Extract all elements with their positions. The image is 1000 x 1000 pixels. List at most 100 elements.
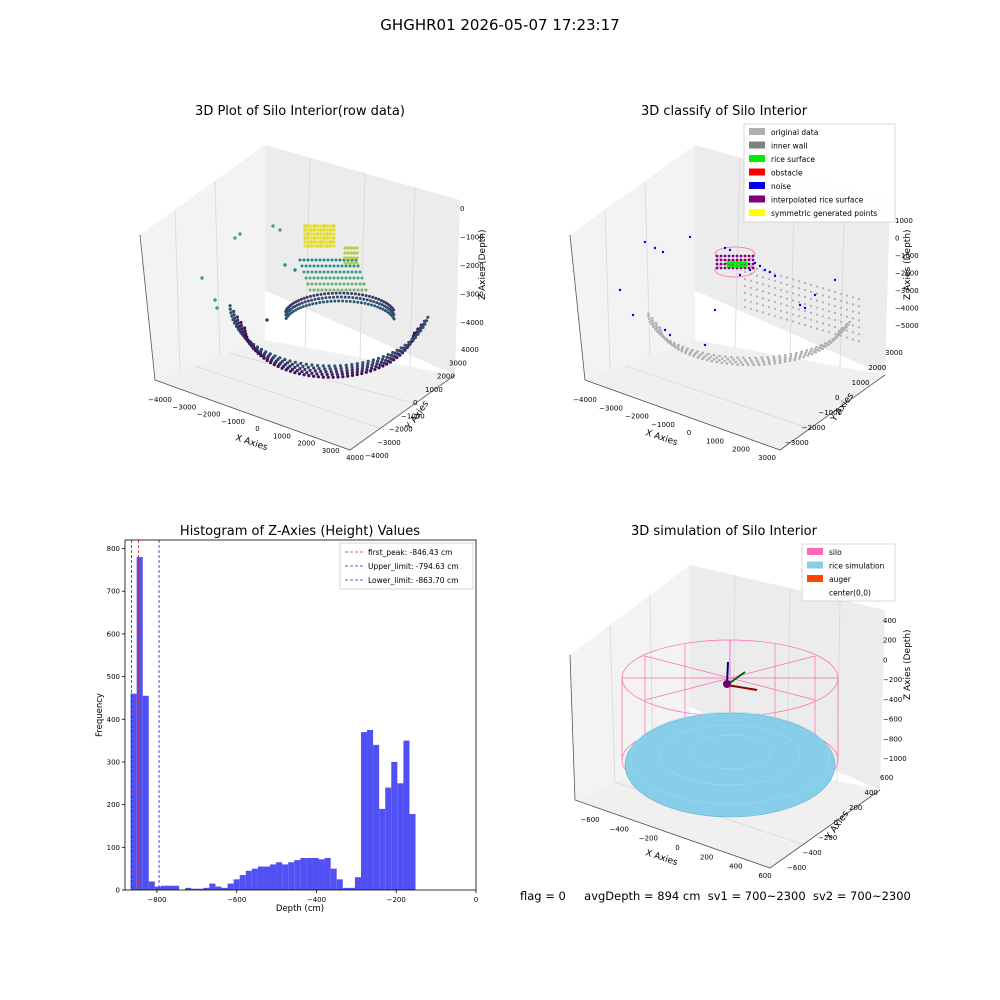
data-point — [350, 371, 354, 375]
original-data-point — [820, 346, 823, 350]
data-point — [350, 292, 354, 295]
data-point — [291, 309, 295, 313]
data-point — [303, 228, 307, 232]
original-data-point — [815, 299, 819, 302]
original-data-point — [815, 292, 819, 295]
z-tick-label: −2000 — [895, 270, 919, 278]
original-data-point — [785, 297, 789, 300]
interpolated-point — [723, 262, 727, 266]
original-data-point — [773, 359, 776, 363]
data-point — [312, 236, 317, 240]
interpolated-point — [751, 258, 755, 262]
y-tick-label: 2000 — [868, 364, 886, 372]
z-tick-label: −4000 — [895, 305, 919, 313]
original-data-point — [812, 350, 815, 353]
data-point — [353, 292, 357, 296]
interpolated-point — [723, 258, 727, 262]
x-tick-label: −4000 — [573, 396, 597, 404]
data-point — [328, 240, 333, 244]
original-data-point — [677, 348, 680, 351]
data-point — [294, 308, 297, 312]
data-point — [316, 236, 320, 240]
original-data-point — [806, 354, 810, 357]
original-data-point — [795, 351, 798, 355]
original-data-point — [827, 331, 831, 334]
data-point — [326, 292, 330, 295]
original-data-point — [761, 311, 765, 314]
data-point — [323, 292, 327, 296]
y-tick-label: −3000 — [377, 439, 401, 447]
data-point — [338, 258, 342, 262]
interpolated-point — [743, 258, 747, 262]
data-point — [283, 357, 287, 362]
original-data-point — [857, 340, 861, 343]
original-data-point — [734, 360, 737, 364]
data-point — [319, 369, 323, 373]
data-point — [233, 236, 237, 240]
original-data-point — [768, 362, 771, 366]
x-tick-label: 0 — [675, 844, 679, 852]
data-point — [236, 321, 240, 325]
data-point — [332, 288, 336, 292]
interpolated-point — [739, 254, 743, 258]
data-point — [364, 288, 368, 292]
flag-status: flag = 0 — [520, 889, 566, 903]
original-data-point — [654, 321, 658, 325]
data-point — [345, 366, 349, 370]
original-data-point — [755, 288, 759, 291]
z-tick-label: −4000 — [460, 319, 484, 327]
data-point — [424, 319, 429, 323]
data-point — [378, 302, 381, 306]
original-data-point — [821, 308, 825, 311]
data-point — [316, 375, 320, 379]
original-data-point — [767, 360, 771, 363]
data-point — [352, 264, 356, 268]
rice-surface-point — [732, 264, 736, 268]
data-point — [323, 367, 327, 371]
original-data-point — [821, 287, 825, 290]
original-data-point — [736, 363, 739, 366]
data-point — [393, 351, 398, 355]
rice-surface-point — [735, 261, 739, 265]
histogram-bar — [306, 857, 313, 890]
data-point — [344, 264, 348, 268]
data-point — [335, 295, 339, 299]
original-data-point — [851, 296, 855, 299]
y-tick-label: 600 — [880, 774, 893, 782]
data-point — [316, 264, 320, 268]
y-tick-label: 500 — [107, 673, 120, 681]
data-point — [416, 332, 420, 336]
legend-label: rice surface — [771, 155, 815, 164]
data-point — [314, 270, 318, 274]
data-point — [330, 258, 334, 262]
original-data-point — [739, 361, 743, 364]
data-point — [364, 370, 368, 374]
data-point — [343, 261, 347, 265]
data-point — [383, 304, 386, 308]
data-point — [271, 224, 275, 228]
data-point — [312, 366, 316, 370]
data-point — [296, 363, 300, 367]
interpolated-point — [731, 258, 735, 262]
data-point — [302, 373, 306, 377]
histogram-bar — [270, 864, 277, 890]
data-point — [320, 276, 324, 280]
data-point — [375, 362, 379, 366]
data-point — [342, 282, 346, 286]
original-data-point — [857, 333, 861, 336]
data-point — [316, 364, 320, 368]
data-point — [349, 256, 353, 260]
original-data-point — [785, 318, 789, 321]
data-point — [316, 244, 320, 248]
original-data-point — [808, 352, 811, 355]
data-point — [352, 246, 356, 250]
y-tick-label: −2000 — [389, 426, 413, 434]
z-tick-label: −5000 — [895, 322, 919, 330]
data-point — [339, 295, 343, 299]
data-point — [385, 355, 389, 359]
original-data-point — [845, 336, 849, 339]
x-ticks: −4000−3000−2000−1000 0 1000 2000 3000 4000 — [148, 396, 364, 462]
data-point — [300, 370, 304, 374]
data-point — [410, 338, 414, 342]
histogram-bar — [136, 557, 143, 890]
